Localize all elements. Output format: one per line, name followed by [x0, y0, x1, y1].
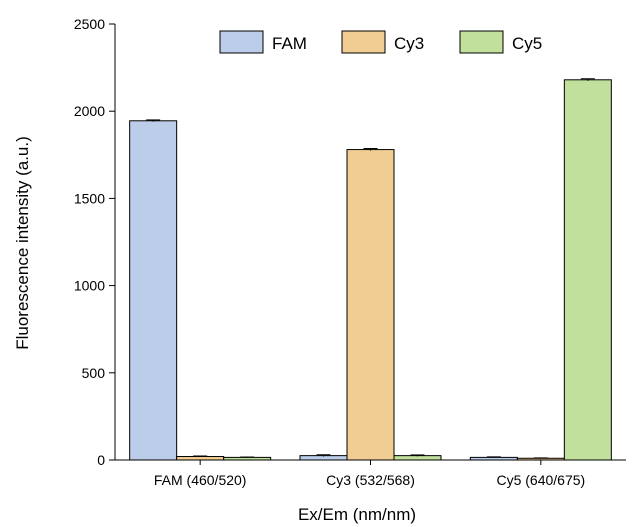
bar-cy5-3 [563, 79, 612, 461]
bar-cy3-2 [346, 149, 395, 461]
error-bars [146, 78, 595, 459]
y-axis-ticks: 0 500 1000 1500 2000 2500 [74, 16, 115, 468]
legend-label-cy5: Cy5 [512, 34, 542, 53]
x-axis-ticks: FAM (460/520) Cy3 (532/568) Cy5 (640/675) [154, 460, 585, 488]
legend-swatch-cy3 [341, 30, 386, 54]
x-tick-label: Cy3 (532/568) [326, 472, 415, 488]
bars [129, 79, 612, 461]
axes [114, 24, 626, 461]
x-tick-label: Cy5 (640/675) [496, 472, 585, 488]
x-tick-label: FAM (460/520) [154, 472, 247, 488]
y-tick-label: 2000 [74, 103, 105, 119]
legend-label-cy3: Cy3 [394, 34, 424, 53]
y-tick-label: 500 [82, 365, 106, 381]
x-axis-title: Ex/Em (nm/nm) [298, 505, 416, 524]
y-axis-title: Fluorescence intensity (a.u.) [13, 136, 32, 350]
legend-label-fam: FAM [272, 34, 307, 53]
y-tick-label: 1500 [74, 190, 105, 206]
legend-swatch-fam [219, 30, 264, 54]
y-tick-label: 2500 [74, 16, 105, 32]
y-tick-label: 0 [97, 452, 105, 468]
legend: FAM Cy3 Cy5 [219, 30, 542, 54]
legend-swatch-cy5 [459, 30, 504, 54]
y-tick-label: 1000 [74, 278, 105, 294]
bar-fam-1 [129, 120, 178, 461]
